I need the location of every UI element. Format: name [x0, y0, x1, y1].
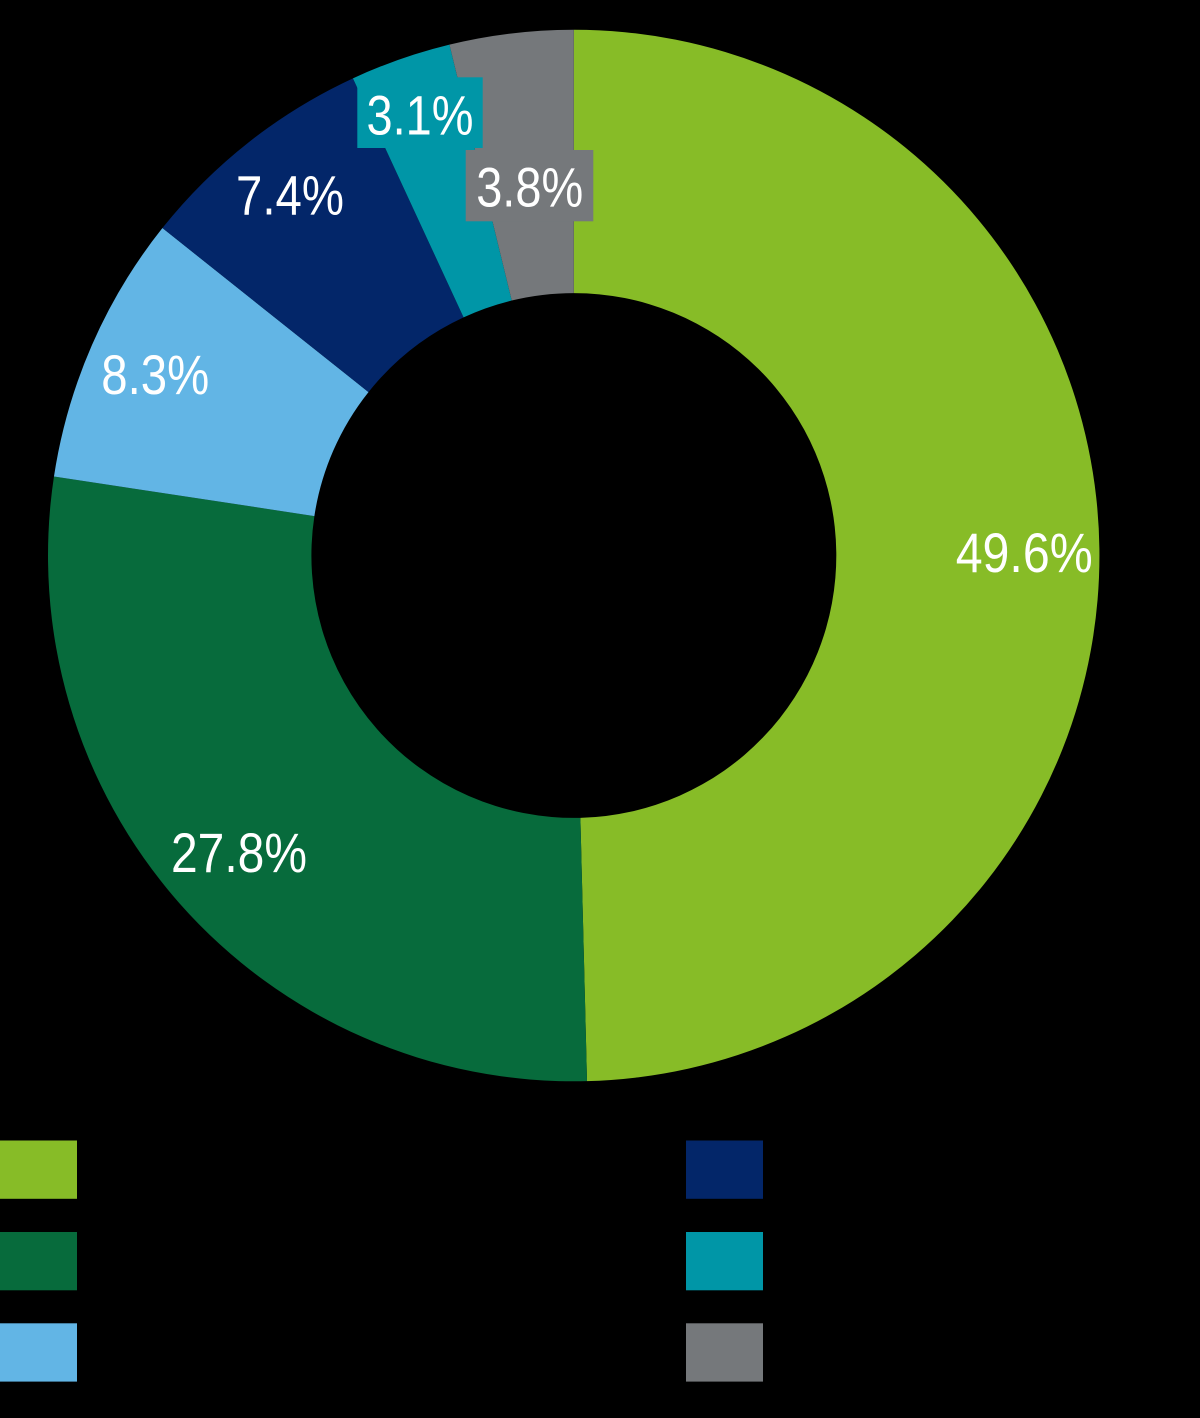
svg-text:8.3%: 8.3% [101, 344, 209, 406]
svg-text:7.4%: 7.4% [236, 164, 344, 226]
svg-text:27.8%: 27.8% [171, 822, 307, 884]
svg-text:3.1%: 3.1% [367, 84, 474, 146]
svg-text:3.8%: 3.8% [476, 156, 583, 218]
svg-text:49.6%: 49.6% [956, 522, 1093, 584]
